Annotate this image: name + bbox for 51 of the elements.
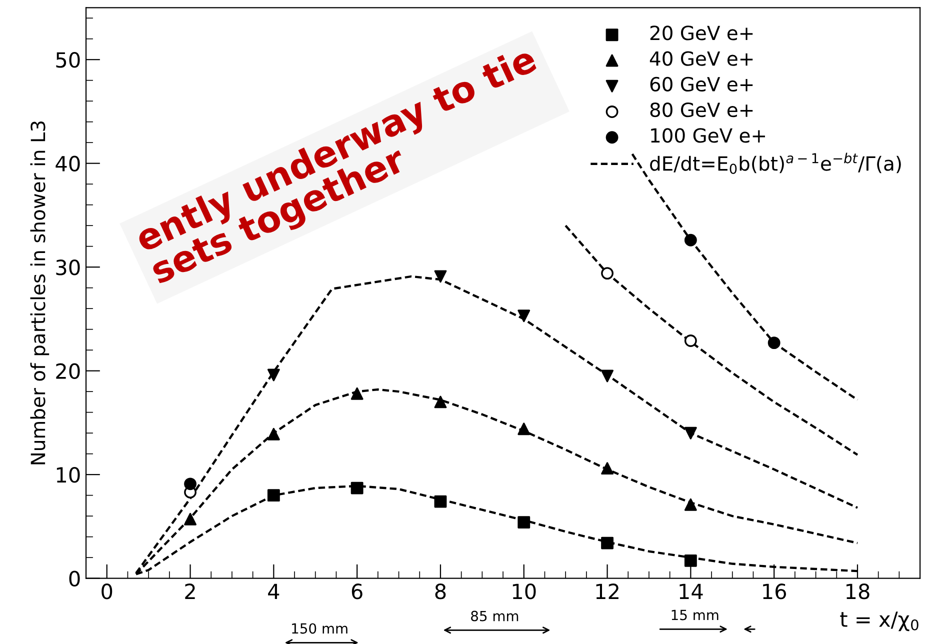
x-tick-label: 16 bbox=[763, 584, 786, 600]
y-tick-label: 10 bbox=[56, 467, 80, 483]
point bbox=[684, 426, 697, 440]
x-tick-label: 12 bbox=[596, 584, 618, 600]
x-tick-label: 6 bbox=[352, 584, 362, 600]
y-axis-title: Number of particles in shower in L3 bbox=[30, 121, 50, 464]
legend-label: 60 GeV e+ bbox=[650, 76, 753, 92]
x-tick-label: 4 bbox=[268, 584, 280, 600]
legend-label: dE/dt=E$_{0}$b(bt)$^{a−1}$e$^{−bt}$/Γ(a) bbox=[650, 152, 901, 174]
point bbox=[267, 428, 280, 440]
legend-label: 80 GeV e+ bbox=[650, 102, 753, 118]
point bbox=[518, 422, 530, 436]
point bbox=[684, 334, 697, 347]
point bbox=[350, 482, 364, 494]
point bbox=[684, 498, 697, 511]
point bbox=[684, 234, 697, 246]
text: 150 mm bbox=[292, 623, 348, 634]
y-tick-label: 50 bbox=[56, 52, 80, 68]
point bbox=[184, 478, 196, 490]
point bbox=[267, 489, 280, 502]
x-tick-label: 8 bbox=[435, 584, 446, 600]
point bbox=[434, 396, 447, 408]
legend-label: 100 GeV e+ bbox=[651, 128, 765, 143]
x-tick-label: 14 bbox=[680, 584, 703, 600]
point bbox=[684, 554, 697, 567]
legend-label: 20 GeV e+ bbox=[650, 26, 753, 40]
text: 85 mm bbox=[471, 610, 518, 622]
point bbox=[518, 310, 530, 322]
x-tick-label: 18 bbox=[846, 584, 870, 600]
point bbox=[434, 495, 447, 508]
x-tick-label: 0 bbox=[102, 584, 112, 600]
x-axis-title: t = x/χ$_{0}$ bbox=[840, 612, 918, 632]
point bbox=[601, 462, 614, 475]
line-series bbox=[564, 224, 859, 456]
point bbox=[267, 368, 280, 382]
point bbox=[434, 270, 447, 283]
y-tick-label: 40 bbox=[56, 156, 80, 172]
legend-label: 40 GeV e+ bbox=[650, 51, 753, 66]
point bbox=[601, 267, 614, 280]
point bbox=[768, 336, 780, 350]
point bbox=[518, 516, 530, 529]
text: 15 mm bbox=[672, 610, 718, 620]
y-tick-label: 30 bbox=[56, 260, 80, 276]
y-tick-label: 0 bbox=[69, 570, 80, 587]
point bbox=[184, 512, 196, 526]
x-tick-label: 2 bbox=[185, 584, 195, 600]
point bbox=[601, 536, 614, 550]
point bbox=[350, 387, 364, 400]
x-tick-label: 10 bbox=[512, 584, 536, 600]
y-tick-label: 20 bbox=[56, 363, 80, 380]
point bbox=[601, 370, 614, 382]
